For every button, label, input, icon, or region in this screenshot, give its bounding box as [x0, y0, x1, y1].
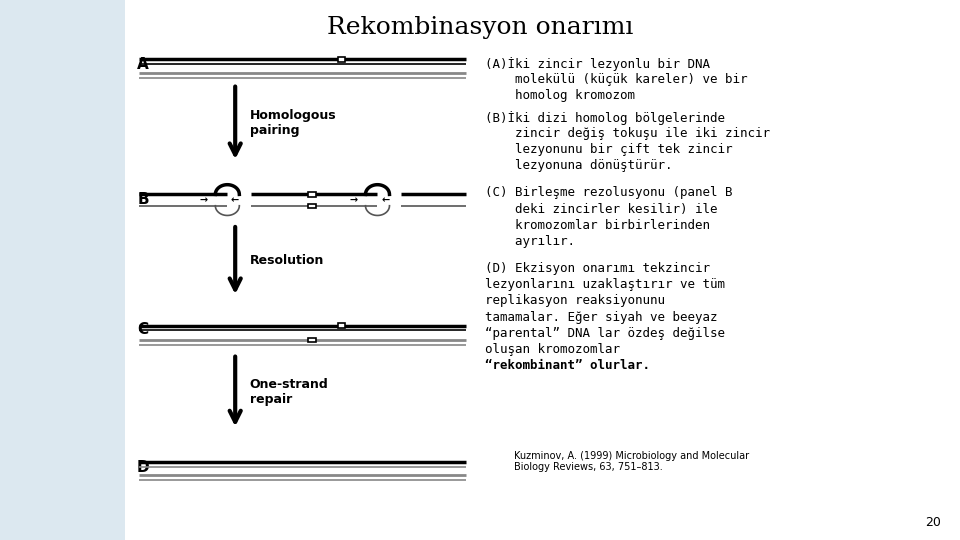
Text: zincir değiş tokuşu ile iki zincir: zincir değiş tokuşu ile iki zincir [485, 127, 770, 140]
Bar [125, 0, 960, 540]
Text: (C) Birleşme rezolusyonu (panel B: (C) Birleşme rezolusyonu (panel B [485, 186, 732, 199]
Text: “rekombinant” olurlar.: “rekombinant” olurlar. [485, 359, 650, 372]
Text: ayrılır.: ayrılır. [485, 235, 575, 248]
Text: ←: ← [381, 195, 389, 205]
Text: →: → [349, 195, 357, 205]
Text: B: B [137, 192, 149, 207]
Text: molekülü (küçük kareler) ve bir: molekülü (küçük kareler) ve bir [485, 73, 747, 86]
Text: ←: ← [231, 195, 239, 205]
Text: (B)İki dizi homolog bölgelerinde: (B)İki dizi homolog bölgelerinde [485, 111, 725, 125]
Text: C: C [137, 322, 149, 337]
Text: (D) Ekzisyon onarımı tekzincir: (D) Ekzisyon onarımı tekzincir [485, 262, 709, 275]
Text: A: A [137, 57, 149, 72]
Text: Resolution: Resolution [250, 254, 324, 267]
Text: kromozomlar birbirlerinden: kromozomlar birbirlerinden [485, 219, 709, 232]
Bar [308, 338, 316, 342]
Bar [338, 57, 346, 62]
Text: oluşan kromozomlar: oluşan kromozomlar [485, 343, 620, 356]
Text: replikasyon reaksiyonunu: replikasyon reaksiyonunu [485, 294, 664, 307]
Bar [338, 323, 346, 328]
Bar [308, 204, 316, 208]
Text: One-strand
repair: One-strand repair [250, 377, 328, 406]
Text: Homologous
pairing: Homologous pairing [250, 109, 336, 137]
Text: Rekombinasyon onarımı: Rekombinasyon onarımı [326, 16, 634, 39]
Text: Kuzminov, A. (1999) Microbiology and Molecular
Biology Reviews, 63, 751–813.: Kuzminov, A. (1999) Microbiology and Mol… [514, 451, 749, 472]
Bar [308, 192, 316, 197]
Text: 20: 20 [924, 516, 941, 529]
Text: (A)İki zincir lezyonlu bir DNA: (A)İki zincir lezyonlu bir DNA [485, 57, 709, 71]
Text: lezyonuna dönüştürür.: lezyonuna dönüştürür. [485, 159, 672, 172]
Text: lezyonlarını uzaklaştırır ve tüm: lezyonlarını uzaklaştırır ve tüm [485, 278, 725, 291]
Text: D: D [136, 460, 149, 475]
Text: “parental” DNA lar özdeş değilse: “parental” DNA lar özdeş değilse [485, 327, 725, 340]
Text: homolog kromozom: homolog kromozom [485, 89, 635, 102]
Text: →: → [200, 195, 207, 205]
Text: deki zincirler kesilir) ile: deki zincirler kesilir) ile [485, 202, 717, 215]
Text: tamamalar. Eğer siyah ve beeyaz: tamamalar. Eğer siyah ve beeyaz [485, 310, 717, 323]
Text: lezyonunu bir çift tek zincir: lezyonunu bir çift tek zincir [485, 143, 732, 156]
